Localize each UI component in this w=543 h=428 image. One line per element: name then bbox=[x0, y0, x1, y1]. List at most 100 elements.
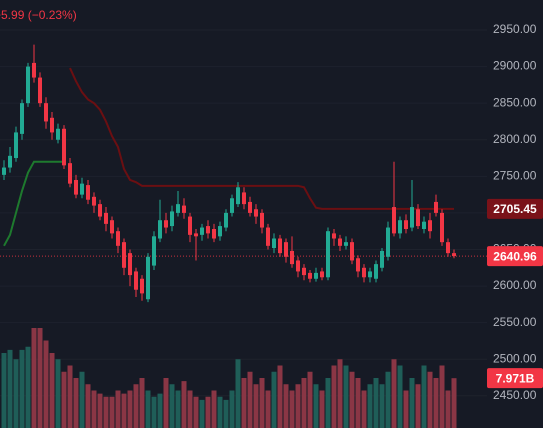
candle-body bbox=[428, 220, 432, 232]
volume-bar bbox=[193, 396, 199, 428]
trend-price-label-box bbox=[487, 198, 543, 219]
candle-body bbox=[14, 132, 18, 159]
volume-bar bbox=[217, 396, 223, 428]
volume-bar bbox=[397, 365, 403, 428]
candle-body bbox=[38, 77, 42, 104]
change-text: −5.99 (−0.23%) bbox=[0, 8, 77, 22]
candle-body bbox=[62, 128, 66, 166]
volume-bar bbox=[337, 359, 343, 428]
volume-bar bbox=[433, 378, 439, 428]
candle-body bbox=[170, 211, 174, 227]
volume-bar bbox=[13, 359, 19, 428]
candle-body bbox=[260, 212, 264, 228]
volume-bar bbox=[1, 353, 7, 428]
candle-body bbox=[272, 238, 276, 249]
volume-bar bbox=[259, 378, 265, 428]
last-price-label: 2640.96 bbox=[493, 249, 537, 263]
volume-bar bbox=[229, 390, 235, 428]
candle-body bbox=[242, 192, 246, 205]
volume-bar bbox=[61, 371, 67, 428]
volume-bar bbox=[109, 396, 115, 428]
volume-bar bbox=[199, 399, 205, 428]
volume-bar bbox=[31, 328, 37, 428]
y-tick-label: 2900.00 bbox=[493, 59, 537, 73]
candle-body bbox=[332, 233, 336, 239]
candle-body bbox=[122, 242, 126, 268]
volume-bar bbox=[235, 359, 241, 428]
candle-body bbox=[278, 238, 282, 254]
candle-body bbox=[32, 62, 36, 78]
candle-body bbox=[290, 250, 294, 265]
candle-body bbox=[266, 227, 270, 246]
candle-body bbox=[110, 220, 114, 234]
volume-bar bbox=[139, 378, 145, 428]
y-tick-label: 2750.00 bbox=[493, 168, 537, 182]
candles bbox=[2, 44, 456, 303]
candle-body bbox=[146, 256, 150, 300]
volume-bar bbox=[211, 390, 217, 428]
volume-bar bbox=[415, 384, 421, 428]
volume-bar bbox=[325, 378, 331, 428]
candle-body bbox=[116, 231, 120, 246]
candle-body bbox=[68, 163, 72, 184]
volume-bar bbox=[121, 393, 127, 428]
trend-price-label: 2705.45 bbox=[493, 202, 537, 216]
volume-bar bbox=[271, 371, 277, 428]
candle-body bbox=[452, 253, 456, 257]
volume-bar bbox=[313, 384, 319, 428]
candle-body bbox=[2, 167, 6, 175]
volume-bar bbox=[187, 390, 193, 428]
candle-body bbox=[326, 231, 330, 278]
volume-bar bbox=[85, 384, 91, 428]
candle-body bbox=[20, 103, 24, 134]
volume-bar bbox=[133, 384, 139, 428]
candle-body bbox=[56, 128, 60, 140]
candle-body bbox=[152, 236, 156, 266]
candle-body bbox=[344, 242, 348, 246]
candle-body bbox=[338, 238, 342, 246]
y-tick-label: 2850.00 bbox=[493, 95, 537, 109]
volume-bar bbox=[49, 353, 55, 428]
volume-bar bbox=[319, 390, 325, 428]
y-tick-label: 2450.00 bbox=[493, 388, 537, 402]
volume-bar bbox=[277, 365, 283, 428]
candle-body bbox=[410, 207, 414, 228]
volume-bar bbox=[91, 390, 97, 428]
volume-bars bbox=[1, 328, 457, 428]
volume-bar bbox=[409, 378, 415, 428]
candle-body bbox=[218, 226, 222, 237]
volume-bar bbox=[67, 365, 73, 428]
candle-body bbox=[236, 187, 240, 205]
y-tick-label: 2600.00 bbox=[493, 278, 537, 292]
volume-bar bbox=[307, 371, 313, 428]
candle-body bbox=[404, 220, 408, 229]
volume-bar bbox=[25, 346, 31, 428]
candle-body bbox=[314, 272, 318, 279]
candle-body bbox=[176, 204, 180, 213]
candle-body bbox=[386, 227, 390, 257]
volume-bar bbox=[169, 384, 175, 428]
candle-body bbox=[416, 209, 420, 227]
y-tick-label: 2550.00 bbox=[493, 315, 537, 329]
volume-bar bbox=[361, 390, 367, 428]
volume-bar bbox=[451, 378, 457, 428]
volume-bar bbox=[355, 378, 361, 428]
volume-bar bbox=[79, 371, 85, 428]
candle-body bbox=[254, 209, 258, 217]
candle-body bbox=[80, 183, 84, 195]
volume-bar bbox=[205, 396, 211, 428]
volume-bar bbox=[127, 390, 133, 428]
volume-bar bbox=[247, 371, 253, 428]
candle-body bbox=[230, 198, 234, 213]
candle-body bbox=[356, 258, 360, 272]
volume-bar bbox=[253, 384, 259, 428]
candle-body bbox=[212, 228, 216, 239]
volume-bar bbox=[163, 378, 169, 428]
volume-bar bbox=[157, 393, 163, 428]
volume-bar bbox=[97, 393, 103, 428]
candle-body bbox=[434, 201, 438, 213]
volume-bar bbox=[343, 365, 349, 428]
volume-bar bbox=[289, 390, 295, 428]
